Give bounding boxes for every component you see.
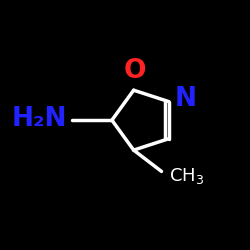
- Text: O: O: [124, 58, 146, 84]
- Text: CH$_3$: CH$_3$: [169, 166, 204, 186]
- Text: H₂N: H₂N: [12, 106, 67, 132]
- Text: N: N: [175, 86, 197, 112]
